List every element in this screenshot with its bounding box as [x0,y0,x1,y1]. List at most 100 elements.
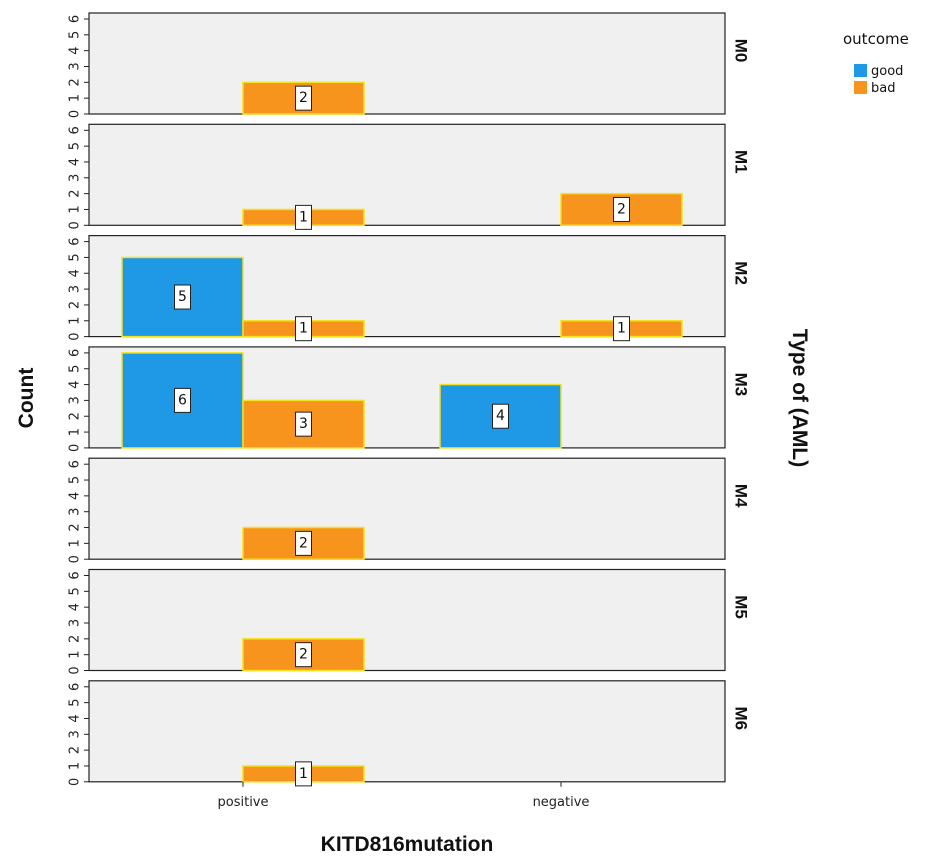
y-tick-label: 6 [68,460,83,468]
panel-m5: 0 1 2 3 4 5 6 2 M5 [68,568,751,675]
panel-m0: 0 1 2 3 4 5 6 2 M0 [68,12,751,118]
y-tick-label: 2 [68,746,83,754]
legend: outcome good bad [843,30,909,96]
facet-label: M2 [732,261,751,285]
y-tick-label: 6 [68,683,83,691]
data-label: 5 [178,289,187,305]
y-tick-label: 4 [68,492,83,500]
y-tick-label: 0 [68,666,83,674]
y-tick-label: 3 [68,619,83,627]
facet-label: M5 [732,595,751,619]
data-label: 2 [299,90,308,106]
panel-background [88,12,726,115]
data-label-box [295,204,312,230]
data-label-box [295,761,312,787]
panel-background [88,457,726,560]
data-label: 6 [178,392,187,408]
x-axis-title: KITD816mutation [321,833,494,856]
y-tick-label: 3 [68,174,83,182]
panel-m1: 0 1 2 3 4 5 6 1 2 M1 [68,123,751,230]
y-tick-label: 5 [68,587,83,595]
y-tick-label: 2 [68,189,83,197]
y-tick-label: 0 [68,332,83,340]
y-tick-label: 6 [68,571,83,579]
legend-label-good: good [871,64,903,79]
data-label: 1 [299,321,308,337]
y-tick-label: 3 [68,396,83,404]
data-label-box [295,411,312,437]
y-tick-label: 4 [68,47,83,55]
panel-background [88,568,726,672]
y-tick-label: 6 [68,237,83,245]
data-label-box [174,387,191,413]
y-tick-label: 5 [68,253,83,261]
y-axis-title: Count [15,368,38,429]
data-label: 1 [299,209,308,225]
y-tick-label: 4 [68,269,83,277]
panels: 0 1 2 3 4 5 6 2 M0 0 1 2 3 4 5 6 1 2 M1 0 1 2 3 4 5 6 5 1 1 M2 0 1 2 3 4 5 6… [68,12,751,787]
x-tick-label: negative [533,795,590,810]
y-tick-label: 3 [68,730,83,738]
legend-title: outcome [843,30,909,48]
panel-background [88,123,726,226]
facet-label: M0 [732,39,751,63]
y-tick-label: 4 [68,714,83,722]
y-tick-label: 1 [68,317,83,325]
y-tick-label: 2 [68,635,83,643]
y-tick-label: 0 [68,444,83,452]
data-label-box [295,316,312,342]
data-label: 4 [496,408,505,424]
legend-swatch-bad [854,81,867,94]
panel-background [88,680,726,783]
y-tick-label: 0 [68,555,83,563]
y-tick-label: 0 [68,778,83,786]
y-tick-label: 2 [68,301,83,309]
y-tick-label: 4 [68,603,83,611]
y-tick-label: 0 [68,110,83,118]
x-tick-label: positive [218,795,269,810]
facet-label: M1 [732,150,751,174]
y-tick-label: 1 [68,94,83,102]
y-tick-label: 1 [68,428,83,436]
y-tick-label: 5 [68,365,83,373]
y-tick-label: 2 [68,523,83,531]
data-label: 2 [299,647,308,663]
facet-label: M3 [732,373,751,397]
data-label-box [295,530,312,556]
y-tick-label: 5 [68,31,83,39]
data-label-box [295,642,312,668]
legend-swatch-good [854,64,867,77]
y-tick-label: 1 [68,205,83,213]
data-label-box [174,284,191,310]
y-tick-label: 1 [68,651,83,659]
y-tick-label: 5 [68,698,83,706]
y-tick-label: 4 [68,380,83,388]
facet-label: M4 [732,484,751,508]
data-label-box [613,196,630,222]
x-axis-ticks: positive negative [218,781,590,810]
facet-label: M6 [732,706,751,730]
legend-label-bad: bad [871,81,895,96]
data-label-box [492,403,509,429]
data-label-box [613,316,630,342]
y-tick-label: 0 [68,221,83,229]
panel-m4: 0 1 2 3 4 5 6 2 M4 [68,457,751,563]
panel-m6: 0 1 2 3 4 5 6 1 M6 [68,680,751,787]
y-tick-label: 6 [68,126,83,134]
y-tick-label: 2 [68,78,83,86]
data-label: 2 [617,201,626,217]
data-label: 2 [299,535,308,551]
y-tick-label: 6 [68,15,83,23]
y-tick-label: 3 [68,508,83,516]
panel-m2: 0 1 2 3 4 5 6 5 1 1 M2 [68,235,751,342]
data-label: 1 [299,766,308,782]
y-tick-label: 3 [68,285,83,293]
data-label-box [295,85,312,111]
y-tick-label: 1 [68,762,83,770]
y-tick-label: 6 [68,349,83,357]
y-tick-label: 5 [68,476,83,484]
panel-m3: 0 1 2 3 4 5 6 6 4 3 M3 [68,346,751,452]
data-label: 3 [299,416,308,432]
facet-axis-title: Type of (AML) [788,329,811,467]
